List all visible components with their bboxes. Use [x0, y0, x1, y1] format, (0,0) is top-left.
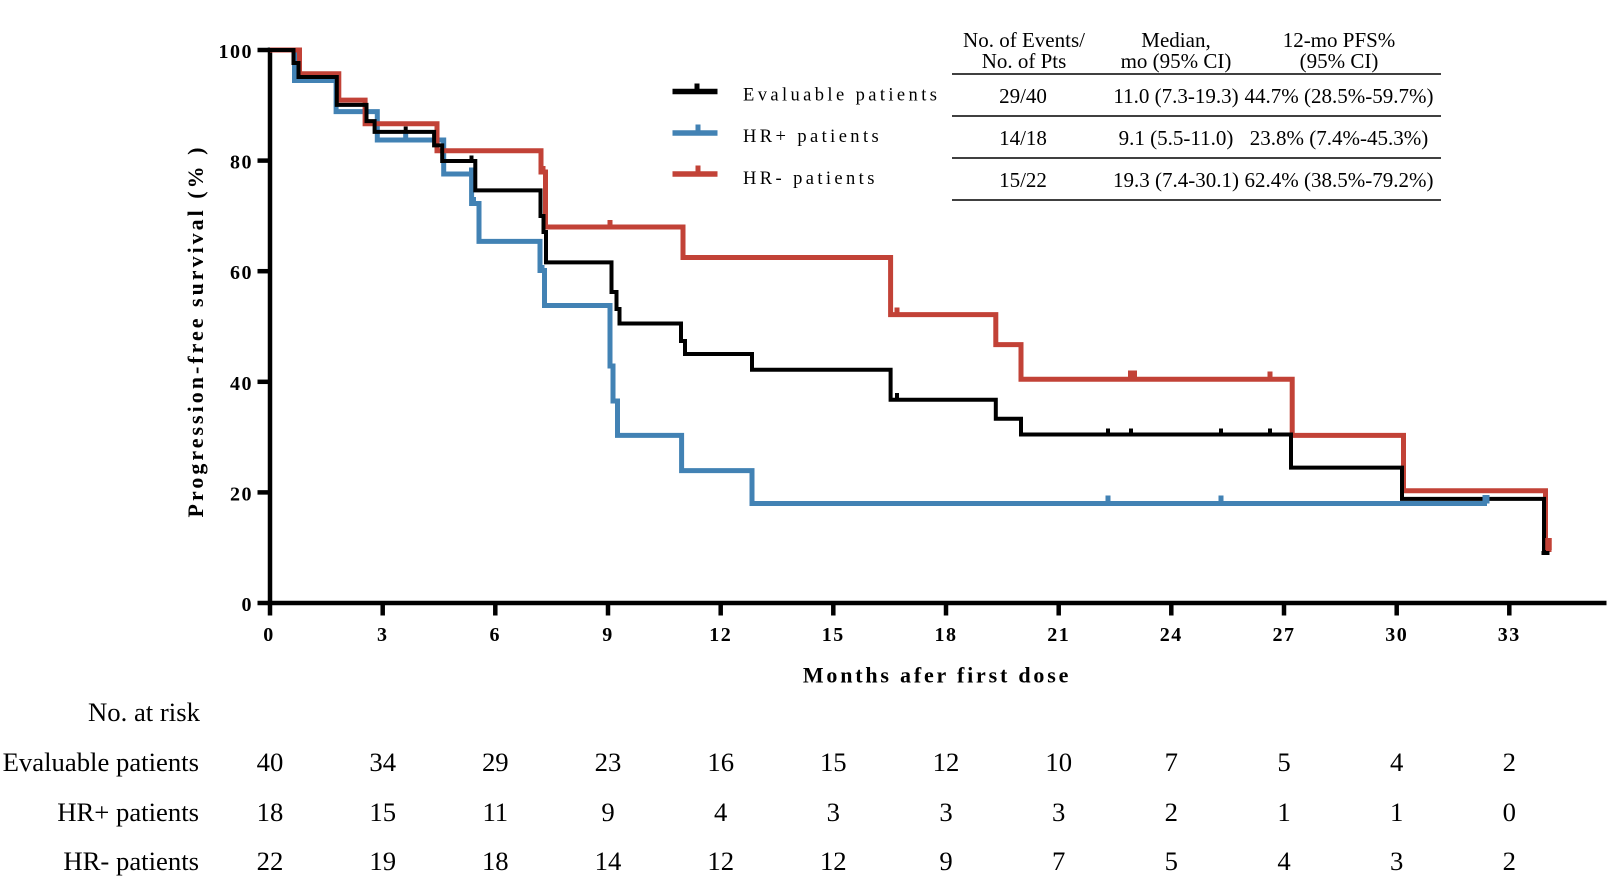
svg-text:15: 15	[822, 624, 845, 646]
svg-text:Evaluable patients: Evaluable patients	[743, 86, 940, 106]
svg-text:22: 22	[257, 846, 284, 876]
svg-text:7: 7	[1052, 846, 1065, 876]
svg-text:Progression-free survival (% ): Progression-free survival (% )	[183, 145, 208, 518]
svg-text:21: 21	[1047, 624, 1070, 646]
svg-text:12: 12	[707, 846, 734, 876]
svg-text:62.4% (38.5%-79.2%): 62.4% (38.5%-79.2%)	[1245, 168, 1434, 192]
svg-text:(95% CI): (95% CI)	[1300, 49, 1379, 73]
svg-text:5: 5	[1165, 846, 1178, 876]
svg-text:0: 0	[263, 624, 275, 646]
svg-text:9: 9	[939, 846, 952, 876]
svg-text:16: 16	[707, 747, 734, 777]
svg-text:12: 12	[709, 624, 732, 646]
svg-text:14: 14	[595, 846, 622, 876]
svg-text:100: 100	[219, 41, 254, 63]
svg-text:3: 3	[939, 797, 952, 827]
svg-text:11.0 (7.3-19.3): 11.0 (7.3-19.3)	[1113, 84, 1238, 108]
svg-text:Median,: Median,	[1141, 28, 1210, 52]
svg-text:5: 5	[1277, 747, 1290, 777]
svg-text:9: 9	[601, 797, 614, 827]
svg-text:20: 20	[230, 483, 253, 505]
svg-text:No. of Pts: No. of Pts	[982, 49, 1067, 73]
svg-text:9: 9	[602, 624, 614, 646]
svg-text:18: 18	[935, 624, 958, 646]
svg-text:Months afer first dose: Months afer first dose	[803, 663, 1071, 688]
svg-text:HR- patients: HR- patients	[63, 846, 199, 876]
svg-text:mo (95% CI): mo (95% CI)	[1121, 49, 1232, 73]
svg-text:3: 3	[1390, 846, 1403, 876]
svg-text:29/40: 29/40	[999, 84, 1047, 108]
svg-text:4: 4	[1277, 846, 1290, 876]
svg-text:3: 3	[827, 797, 840, 827]
svg-text:0: 0	[242, 594, 254, 616]
svg-text:HR- patients: HR- patients	[743, 169, 878, 189]
svg-text:24: 24	[1160, 624, 1183, 646]
svg-text:3: 3	[1052, 797, 1065, 827]
svg-text:1: 1	[1277, 797, 1290, 827]
svg-text:3: 3	[377, 624, 389, 646]
svg-text:23: 23	[595, 747, 622, 777]
svg-text:9.1 (5.5-11.0): 9.1 (5.5-11.0)	[1119, 126, 1234, 150]
svg-text:Evaluable patients: Evaluable patients	[3, 747, 199, 777]
svg-text:No. of Events/: No. of Events/	[963, 28, 1085, 52]
svg-text:12-mo PFS%: 12-mo PFS%	[1283, 28, 1396, 52]
svg-text:60: 60	[230, 262, 253, 284]
svg-text:33: 33	[1498, 624, 1521, 646]
svg-text:19.3 (7.4-30.1): 19.3 (7.4-30.1)	[1113, 168, 1239, 192]
svg-text:2: 2	[1503, 747, 1516, 777]
svg-text:18: 18	[257, 797, 284, 827]
svg-text:12: 12	[933, 747, 960, 777]
svg-text:19: 19	[369, 846, 396, 876]
svg-text:23.8% (7.4%-45.3%): 23.8% (7.4%-45.3%)	[1250, 126, 1428, 150]
svg-text:7: 7	[1165, 747, 1178, 777]
svg-text:40: 40	[230, 373, 253, 395]
svg-text:HR+ patients: HR+ patients	[743, 127, 882, 147]
svg-text:10: 10	[1045, 747, 1072, 777]
svg-text:18: 18	[482, 846, 509, 876]
svg-text:14/18: 14/18	[999, 126, 1047, 150]
svg-text:15: 15	[369, 797, 396, 827]
svg-text:40: 40	[257, 747, 284, 777]
svg-text:11: 11	[482, 797, 508, 827]
svg-text:4: 4	[714, 797, 727, 827]
svg-text:2: 2	[1503, 846, 1516, 876]
svg-text:0: 0	[1503, 797, 1516, 827]
svg-text:6: 6	[490, 624, 502, 646]
svg-text:12: 12	[820, 846, 847, 876]
svg-text:44.7% (28.5%-59.7%): 44.7% (28.5%-59.7%)	[1245, 84, 1434, 108]
svg-text:27: 27	[1273, 624, 1296, 646]
svg-text:HR+ patients: HR+ patients	[57, 797, 199, 827]
svg-text:29: 29	[482, 747, 509, 777]
svg-text:30: 30	[1385, 624, 1408, 646]
svg-text:1: 1	[1390, 797, 1403, 827]
svg-text:No. at risk: No. at risk	[88, 697, 201, 727]
svg-text:15/22: 15/22	[999, 168, 1047, 192]
svg-text:2: 2	[1165, 797, 1178, 827]
svg-text:15: 15	[820, 747, 847, 777]
svg-text:80: 80	[230, 152, 253, 174]
svg-text:4: 4	[1390, 747, 1403, 777]
svg-text:34: 34	[369, 747, 396, 777]
